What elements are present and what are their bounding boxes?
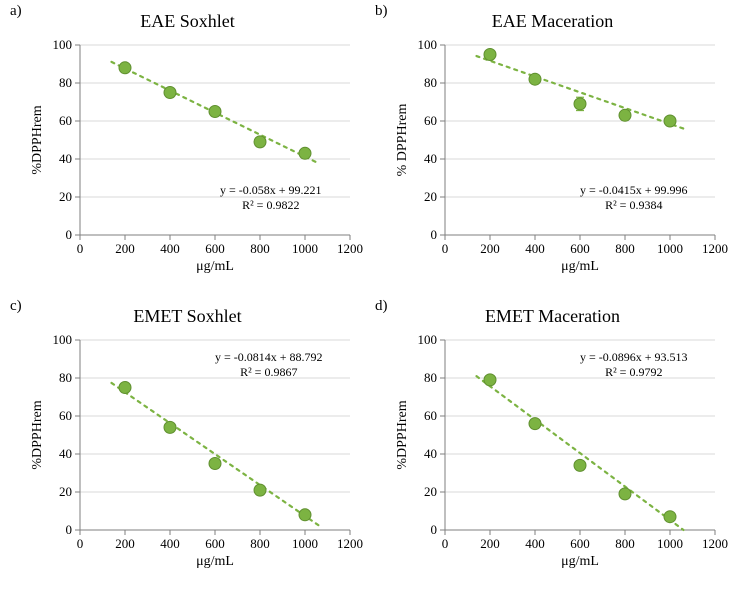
ytick-label: 40 [424,151,437,167]
data-marker [209,106,221,118]
data-marker [119,62,131,74]
xtick-label: 1200 [700,536,730,552]
xtick-label: 600 [200,241,230,257]
equation-line2: R² = 0.9822 [220,198,322,213]
ytick-label: 100 [418,37,438,53]
xtick-label: 0 [65,241,95,257]
ytick-label: 20 [59,484,72,500]
panel-d: d)EMET Maceration02004006008001000120002… [375,300,730,585]
equation-line2: R² = 0.9384 [580,198,688,213]
ytick-label: 60 [59,113,72,129]
ytick-label: 60 [424,113,437,129]
xtick-label: 200 [110,536,140,552]
panel-c: c)EMET Soxhlet02004006008001000120002040… [10,300,365,585]
equation-text: y = -0.058x + 99.221R² = 0.9822 [220,183,322,213]
figure: a)EAE Soxhlet020040060080010001200020406… [0,0,738,597]
ytick-label: 100 [53,37,73,53]
data-marker [529,73,541,85]
xtick-label: 1000 [290,536,320,552]
ytick-label: 0 [431,522,438,538]
yaxis-label: %DPPHrem [30,340,46,530]
ytick-label: 40 [59,446,72,462]
xaxis-label: μg/mL [80,259,350,275]
equation-line2: R² = 0.9792 [580,365,688,380]
xaxis-label: μg/mL [80,554,350,570]
xtick-label: 800 [610,536,640,552]
ytick-label: 60 [59,408,72,424]
xtick-label: 200 [475,536,505,552]
ytick-label: 60 [424,408,437,424]
xtick-label: 0 [65,536,95,552]
equation-line1: y = -0.0415x + 99.996 [580,183,688,198]
data-marker [164,421,176,433]
xtick-label: 400 [520,536,550,552]
ytick-label: 20 [424,484,437,500]
xtick-label: 1000 [655,241,685,257]
equation-text: y = -0.0896x + 93.513R² = 0.9792 [580,350,688,380]
xtick-label: 1200 [700,241,730,257]
equation-line1: y = -0.0814x + 88.792 [215,350,323,365]
data-marker [619,488,631,500]
ytick-label: 80 [424,75,437,91]
xtick-label: 400 [155,241,185,257]
xaxis-label: μg/mL [445,554,715,570]
data-marker [299,147,311,159]
xtick-label: 200 [110,241,140,257]
data-marker [254,484,266,496]
xaxis-label: μg/mL [445,259,715,275]
equation-text: y = -0.0415x + 99.996R² = 0.9384 [580,183,688,213]
ytick-label: 100 [53,332,73,348]
data-marker [299,509,311,521]
ytick-label: 0 [431,227,438,243]
data-marker [574,459,586,471]
data-marker [664,115,676,127]
xtick-label: 400 [520,241,550,257]
data-marker [619,109,631,121]
xtick-label: 1200 [335,241,365,257]
panel-b: b)EAE Maceration020040060080010001200020… [375,5,730,290]
xtick-label: 800 [245,536,275,552]
data-marker [574,98,586,110]
ytick-label: 80 [59,75,72,91]
data-marker [664,511,676,523]
ytick-label: 80 [424,370,437,386]
yaxis-label: %DPPHrem [395,340,411,530]
equation-line1: y = -0.058x + 99.221 [220,183,322,198]
xtick-label: 1000 [655,536,685,552]
ytick-label: 40 [59,151,72,167]
data-marker [254,136,266,148]
xtick-label: 1000 [290,241,320,257]
xtick-label: 200 [475,241,505,257]
xtick-label: 600 [565,241,595,257]
ytick-label: 20 [59,189,72,205]
xtick-label: 1200 [335,536,365,552]
data-marker [484,49,496,61]
yaxis-label: %DPPHrem [30,45,46,235]
xtick-label: 0 [430,241,460,257]
xtick-label: 600 [565,536,595,552]
ytick-label: 0 [66,522,73,538]
equation-line2: R² = 0.9867 [215,365,323,380]
yaxis-label: % DPPHrem [395,45,411,235]
xtick-label: 800 [610,241,640,257]
ytick-label: 40 [424,446,437,462]
equation-text: y = -0.0814x + 88.792R² = 0.9867 [215,350,323,380]
data-marker [209,458,221,470]
panel-a: a)EAE Soxhlet020040060080010001200020406… [10,5,365,290]
ytick-label: 0 [66,227,73,243]
xtick-label: 0 [430,536,460,552]
xtick-label: 600 [200,536,230,552]
data-marker [164,87,176,99]
data-marker [529,418,541,430]
xtick-label: 400 [155,536,185,552]
ytick-label: 100 [418,332,438,348]
ytick-label: 80 [59,370,72,386]
data-marker [119,382,131,394]
ytick-label: 20 [424,189,437,205]
data-marker [484,374,496,386]
xtick-label: 800 [245,241,275,257]
equation-line1: y = -0.0896x + 93.513 [580,350,688,365]
